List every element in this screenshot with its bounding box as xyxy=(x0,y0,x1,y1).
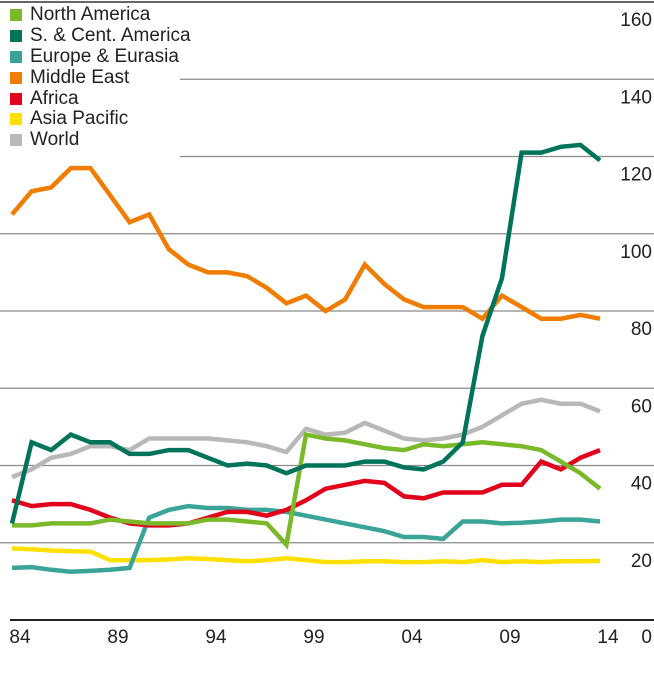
y-tick-label: 100 xyxy=(620,242,652,263)
legend-swatch xyxy=(10,50,22,63)
x-tick-label: 09 xyxy=(499,627,520,648)
legend-item: Europe & Eurasia xyxy=(10,46,191,68)
legend-item: Asia Pacific xyxy=(10,108,191,130)
gridlines xyxy=(0,1,654,544)
legend-item: Middle East xyxy=(10,67,191,88)
y-tick-label: 140 xyxy=(620,87,652,108)
legend-swatch xyxy=(10,92,22,105)
x-tick-label: 14 xyxy=(597,627,619,648)
x-tick-label: 04 xyxy=(401,627,423,648)
y-tick-label: 40 xyxy=(631,474,652,495)
legend-label: North America xyxy=(30,4,151,26)
y-tick-label: 160 xyxy=(620,10,652,31)
legend-label: Middle East xyxy=(30,66,130,88)
x-tick-label: 84 xyxy=(9,627,31,648)
legend-swatch xyxy=(10,30,22,43)
legend-item: World xyxy=(10,129,191,151)
y-tick-label: 80 xyxy=(631,319,652,340)
legend-swatch xyxy=(10,9,22,22)
legend-item: Africa xyxy=(10,88,191,109)
legend-label: Africa xyxy=(30,87,79,109)
y-tick-label: 60 xyxy=(631,396,652,417)
legend: North America S. & Cent. America Europe & … xyxy=(10,4,191,151)
series-line-world xyxy=(11,397,601,480)
legend-label: Asia Pacific xyxy=(30,108,129,130)
series-line-asia-pacific xyxy=(11,546,601,565)
legend-label: Europe & Eurasia xyxy=(30,46,179,67)
series-line-north-america xyxy=(12,431,602,550)
legend-swatch xyxy=(10,71,22,84)
legend-label: World xyxy=(30,129,80,151)
series-lines xyxy=(9,142,602,574)
legend-swatch xyxy=(10,113,22,126)
x-tick-label: 89 xyxy=(107,627,128,648)
y-tick-label: 0 xyxy=(641,627,652,648)
x-tick-label: 94 xyxy=(205,627,227,648)
legend-item: North America xyxy=(10,4,191,26)
axes: 0 20 40 60 80 100 120 140 160 84 89 94 99 04 09 14 xyxy=(9,10,654,648)
x-tick-label: 99 xyxy=(303,627,324,648)
legend-label: S. & Cent. America xyxy=(30,25,191,47)
series-line-middle-east xyxy=(10,165,601,322)
legend-swatch xyxy=(10,134,22,147)
legend-item: S. & Cent. America xyxy=(10,25,191,47)
series-line-s-cent-america xyxy=(9,142,602,524)
series-line-europe-eurasia xyxy=(11,503,601,574)
y-tick-label: 120 xyxy=(620,165,652,186)
y-tick-label: 20 xyxy=(631,551,652,572)
